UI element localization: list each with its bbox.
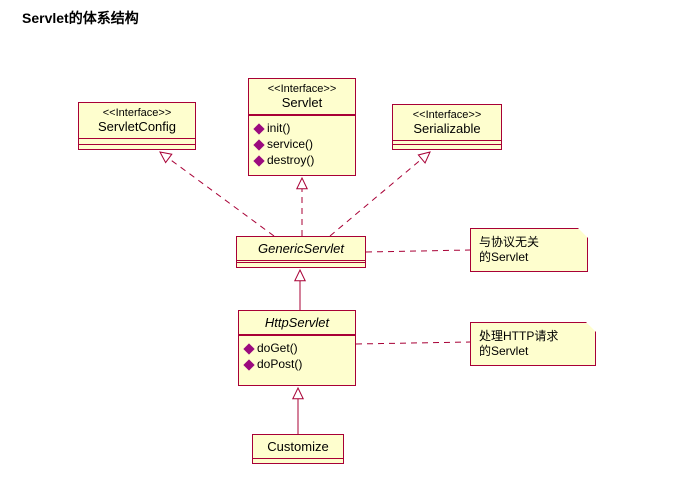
uml-class-name: <<Interface>>Servlet (249, 79, 355, 115)
note-line: 的Servlet (479, 344, 587, 359)
uml-class-customize: Customize (252, 434, 344, 464)
uml-class-name: <<Interface>>Serializable (393, 105, 501, 141)
uml-class-name: HttpServlet (239, 311, 355, 335)
page-title: Servlet的体系结构 (22, 8, 139, 28)
diagram-stage: Servlet的体系结构 <<Interface>>ServletConfig<… (0, 0, 687, 504)
uml-class-httpServlet: HttpServlet doGet() doPost() (238, 310, 356, 386)
visibility-icon (253, 123, 264, 134)
uml-note-note2: 处理HTTP请求的Servlet (470, 322, 596, 366)
operation: doGet() (245, 340, 349, 356)
uml-note-note1: 与协议无关的Servlet (470, 228, 588, 272)
class-title: HttpServlet (245, 315, 349, 330)
uml-class-servletConfig: <<Interface>>ServletConfig (78, 102, 196, 150)
operation-label: service() (267, 137, 313, 151)
operation: destroy() (255, 152, 349, 168)
operation-label: doGet() (257, 341, 298, 355)
operation: init() (255, 120, 349, 136)
class-title: GenericServlet (243, 241, 359, 256)
uml-class-name: GenericServlet (237, 237, 365, 261)
separator (253, 458, 343, 459)
note-line: 的Servlet (479, 250, 579, 265)
stereotype-label: <<Interface>> (255, 83, 349, 95)
operation: doPost() (245, 356, 349, 372)
class-title: Customize (259, 439, 337, 454)
uml-class-servlet: <<Interface>>Servlet init() service() destr… (248, 78, 356, 176)
class-title: ServletConfig (85, 119, 189, 134)
edge-gen-to-servlet (297, 178, 307, 236)
note-line: 与协议无关 (479, 235, 579, 250)
uml-class-name: <<Interface>>ServletConfig (79, 103, 195, 139)
edge-note2-link (356, 342, 470, 344)
class-title: Servlet (255, 95, 349, 110)
edge-http-to-generic (295, 270, 305, 310)
separator (79, 144, 195, 145)
edge-custom-to-http (293, 388, 303, 434)
visibility-icon (253, 155, 264, 166)
operation-label: destroy() (267, 153, 314, 167)
visibility-icon (243, 359, 254, 370)
stereotype-label: <<Interface>> (399, 109, 495, 121)
separator (393, 144, 501, 145)
visibility-icon (253, 139, 264, 150)
stereotype-label: <<Interface>> (85, 107, 189, 119)
separator (237, 262, 365, 263)
note-line: 处理HTTP请求 (479, 329, 587, 344)
visibility-icon (243, 343, 254, 354)
operations-compartment: doGet() doPost() (239, 336, 355, 376)
operation-label: init() (267, 121, 290, 135)
uml-class-serializable: <<Interface>>Serializable (392, 104, 502, 150)
operation: service() (255, 136, 349, 152)
uml-class-genericServlet: GenericServlet (236, 236, 366, 268)
edge-note1-link (366, 250, 470, 252)
class-title: Serializable (399, 121, 495, 136)
operation-label: doPost() (257, 357, 302, 371)
uml-class-name: Customize (253, 435, 343, 459)
operations-compartment: init() service() destroy() (249, 116, 355, 172)
